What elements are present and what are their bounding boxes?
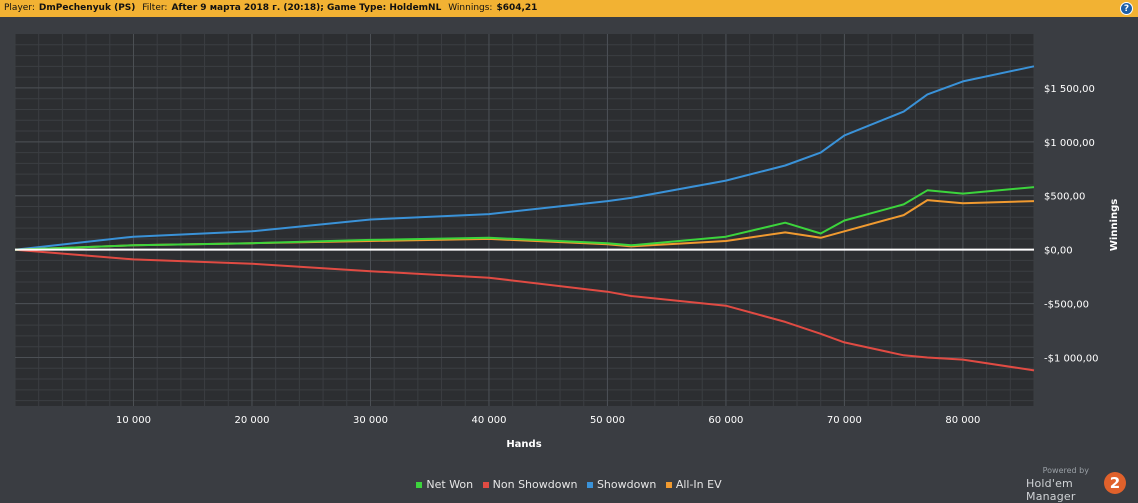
filter-value: After 9 марта 2018 г. (20:18); Game Type…: [171, 3, 442, 13]
player-value: DmPechenyuk (PS): [38, 3, 136, 13]
legend-item-all-in-ev[interactable]: All-In EV: [665, 478, 722, 491]
chart-legend: Net Won Non Showdown Showdown All-In EV: [0, 478, 1138, 491]
y-tick-label: $500,00: [1044, 192, 1085, 203]
brand-badge: Powered by Hold'em Manager 2: [1026, 466, 1126, 503]
holdem-manager-logo-icon: 2: [1104, 472, 1126, 494]
legend-item-net-won[interactable]: Net Won: [416, 478, 473, 491]
player-label: Player:: [4, 3, 35, 13]
y-tick-label: $0,00: [1044, 246, 1073, 257]
series-line-showdown: [14, 65, 1035, 251]
x-tick-label: 70 000: [827, 415, 862, 426]
series-line-net-won: [14, 186, 1035, 251]
legend-swatch: [586, 482, 593, 488]
legend-label: Net Won: [426, 478, 474, 491]
x-tick-label: 80 000: [945, 415, 980, 426]
winnings-label: Winnings:: [448, 3, 493, 13]
brand-name: Hold'em Manager: [1026, 477, 1076, 503]
y-tick-label: -$1 000,00: [1044, 353, 1099, 364]
legend-item-showdown[interactable]: Showdown: [586, 478, 657, 491]
x-tick-label: 20 000: [234, 415, 269, 426]
plot-area: [15, 34, 1034, 406]
legend-swatch: [416, 482, 423, 488]
legend-swatch: [482, 482, 489, 488]
x-axis-label: Hands: [506, 439, 541, 450]
question-mark-icon[interactable]: ?: [1120, 2, 1133, 15]
legend-label: All-In EV: [675, 478, 722, 491]
x-tick-label: 40 000: [471, 415, 506, 426]
x-tick-label: 30 000: [353, 415, 388, 426]
x-tick-label: 10 000: [116, 415, 151, 426]
y-tick-label: -$500,00: [1044, 300, 1089, 311]
y-axis-label: Winnings: [1109, 199, 1120, 251]
winnings-value: $604,21: [496, 3, 538, 13]
powered-by-text: Powered by: [1042, 466, 1089, 475]
winnings-chart: 10 000 20 000 30 000 40 000 50 000 60 000 70 0…: [14, 34, 1120, 450]
legend-swatch: [665, 482, 672, 488]
y-tick-label: $1 500,00: [1044, 84, 1095, 95]
y-tick-label: $1 000,00: [1044, 138, 1095, 149]
x-tick-label: 50 000: [590, 415, 625, 426]
filter-label: Filter:: [142, 3, 168, 13]
info-bar: Player: DmPechenyuk (PS) Filter: After 9 м…: [0, 0, 1138, 17]
x-tick-label: 60 000: [708, 415, 743, 426]
legend-item-non-showdown[interactable]: Non Showdown: [482, 478, 578, 491]
legend-label: Showdown: [596, 478, 657, 491]
series-line-non-showdown: [14, 248, 1035, 372]
legend-label: Non Showdown: [492, 478, 578, 491]
